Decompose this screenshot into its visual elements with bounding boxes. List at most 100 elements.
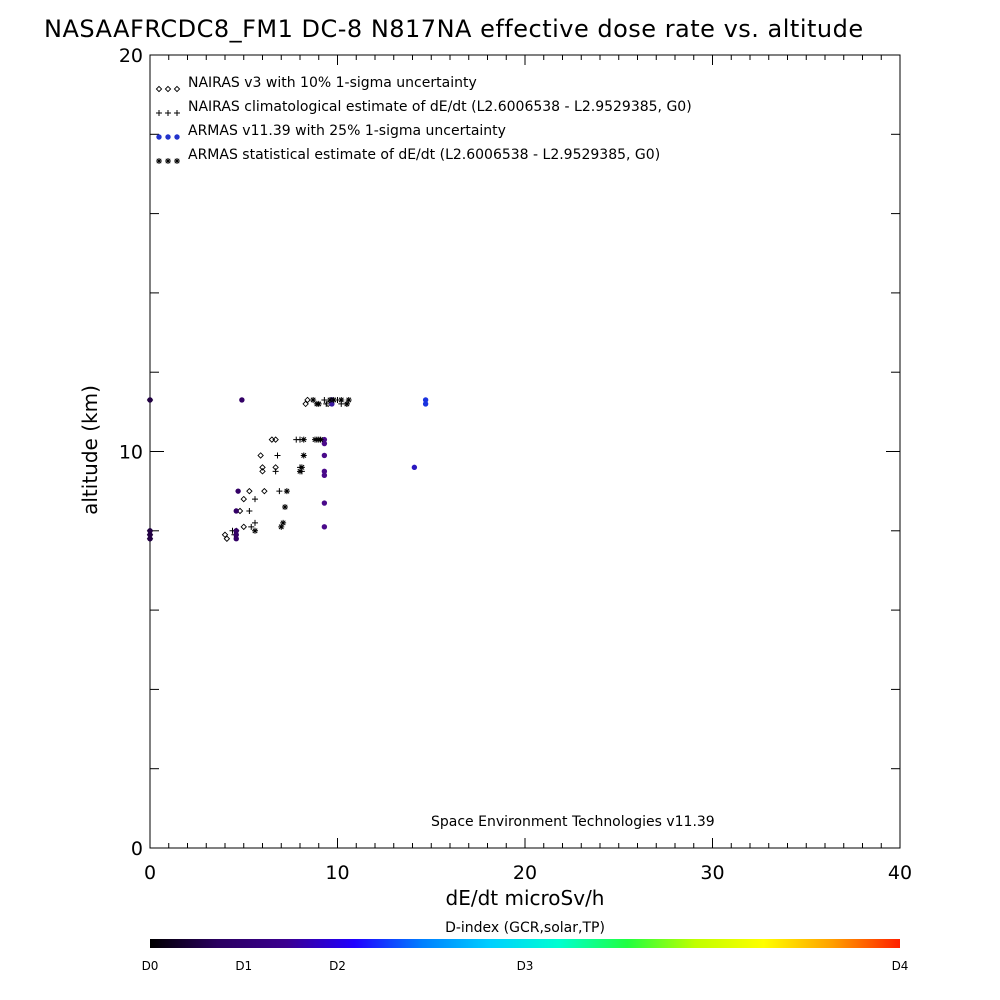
x-tick-label: 20 xyxy=(513,862,537,884)
legend-marker-dot xyxy=(165,134,171,140)
legend-marker-dot xyxy=(156,134,162,140)
data-point-dot xyxy=(147,532,153,538)
data-point-dot xyxy=(233,536,239,542)
legend-marker-asterisk xyxy=(165,158,171,164)
colorbar-label: D0 xyxy=(142,959,159,973)
x-axis-label: dE/dt microSv/h xyxy=(446,886,605,910)
legend-marker-diamond xyxy=(155,85,163,93)
legend-marker-plus xyxy=(174,110,180,116)
data-point-dot xyxy=(321,436,328,443)
data-point-dot xyxy=(233,528,239,534)
data-point-diamond xyxy=(240,523,247,531)
y-tick-label: 20 xyxy=(119,45,143,67)
data-point-diamond xyxy=(268,436,276,443)
series-asterisk xyxy=(252,396,352,534)
plot-axes: 0 10 20 30 40 0 10 20 xyxy=(119,45,912,884)
data-point-asterisk xyxy=(310,396,317,403)
data-point-plus xyxy=(272,468,279,475)
chart-title: NASAAFRCDC8_FM1 DC-8 N817NA effective do… xyxy=(44,15,864,43)
data-point-asterisk xyxy=(330,396,337,403)
legend-marker-dot xyxy=(174,134,180,140)
legend-marker-diamond xyxy=(173,85,181,93)
x-tick-label: 40 xyxy=(888,862,912,884)
data-point-diamond xyxy=(304,396,311,404)
data-point-dot xyxy=(235,488,241,494)
data-point-asterisk xyxy=(317,436,324,443)
data-point-dot xyxy=(147,528,153,534)
legend-label: NAIRAS climatological estimate of dE/dt … xyxy=(188,99,692,115)
y-tick-label: 0 xyxy=(131,838,143,860)
legend-marker-asterisk xyxy=(156,158,162,164)
data-point-plus xyxy=(252,496,258,503)
legend-marker-asterisk xyxy=(174,158,180,164)
y-axis-label: altitude (km) xyxy=(78,385,102,515)
plot-marks xyxy=(146,396,429,542)
data-point-dot xyxy=(321,500,328,506)
data-point-asterisk xyxy=(252,527,258,534)
data-point-dot xyxy=(321,472,328,478)
data-point-diamond xyxy=(246,487,253,495)
data-point-plus xyxy=(321,396,328,403)
legend: NAIRAS v3 with 10% 1-sigma uncertainty NA… xyxy=(155,75,692,164)
legend-label: ARMAS v11.39 with 25% 1-sigma uncertaint… xyxy=(188,123,506,139)
colorbar-gradient xyxy=(150,939,900,948)
colorbar-label: D4 xyxy=(892,959,909,973)
data-point-plus xyxy=(248,523,255,530)
colorbar-label: D2 xyxy=(329,959,346,973)
data-point-diamond xyxy=(259,464,266,471)
data-point-dot xyxy=(147,397,153,403)
data-point-diamond xyxy=(257,452,264,459)
data-point-dot xyxy=(321,440,328,447)
colorbar: D-index (GCR,solar,TP) D0 D1 D2 D3 D4 xyxy=(142,920,909,973)
data-point-asterisk xyxy=(327,396,333,403)
colorbar-label: D3 xyxy=(517,959,534,973)
data-point-asterisk xyxy=(298,464,305,471)
series-plus xyxy=(229,396,350,538)
data-point-asterisk xyxy=(297,468,303,475)
data-point-diamond xyxy=(259,468,266,475)
data-point-dot xyxy=(233,508,239,514)
data-point-plus xyxy=(252,519,258,526)
data-point-plus xyxy=(274,452,281,459)
data-point-plus xyxy=(246,507,253,514)
x-tick-label: 10 xyxy=(325,862,349,884)
data-point-diamond xyxy=(272,436,279,443)
data-point-dot xyxy=(422,401,429,407)
data-point-diamond xyxy=(240,495,247,503)
data-point-diamond xyxy=(261,487,268,495)
plot-frame xyxy=(149,54,901,849)
data-point-dot xyxy=(321,524,328,530)
data-point-asterisk xyxy=(315,400,322,407)
data-point-asterisk xyxy=(312,436,318,443)
data-point-diamond xyxy=(221,531,229,539)
data-point-dot xyxy=(147,536,153,542)
data-point-asterisk xyxy=(283,488,290,495)
y-tick-label: 10 xyxy=(119,442,143,464)
legend-marker-diamond xyxy=(164,85,172,93)
data-point-diamond xyxy=(223,535,231,542)
data-point-diamond xyxy=(302,400,309,408)
data-point-asterisk xyxy=(300,436,307,443)
colorbar-title: D-index (GCR,solar,TP) xyxy=(445,920,605,936)
data-point-dot xyxy=(233,532,239,538)
data-point-dot xyxy=(321,452,328,459)
data-point-dot xyxy=(329,401,335,407)
annotation-text: Space Environment Technologies v11.39 xyxy=(431,814,715,830)
data-point-asterisk xyxy=(343,400,350,407)
legend-marker-plus xyxy=(165,110,171,116)
data-point-dot xyxy=(239,397,245,403)
data-point-asterisk xyxy=(300,452,307,459)
data-point-dot xyxy=(411,464,418,471)
data-point-asterisk xyxy=(282,504,288,511)
data-point-asterisk xyxy=(280,519,287,526)
legend-marker-plus xyxy=(156,110,162,116)
data-point-plus xyxy=(323,400,330,407)
legend-label: NAIRAS v3 with 10% 1-sigma uncertainty xyxy=(188,75,477,91)
data-point-plus xyxy=(276,488,283,495)
x-tick-label: 30 xyxy=(700,862,724,884)
x-tick-label: 0 xyxy=(144,862,156,884)
data-point-asterisk xyxy=(345,396,352,403)
data-point-asterisk xyxy=(338,396,345,403)
data-point-asterisk xyxy=(278,523,285,530)
